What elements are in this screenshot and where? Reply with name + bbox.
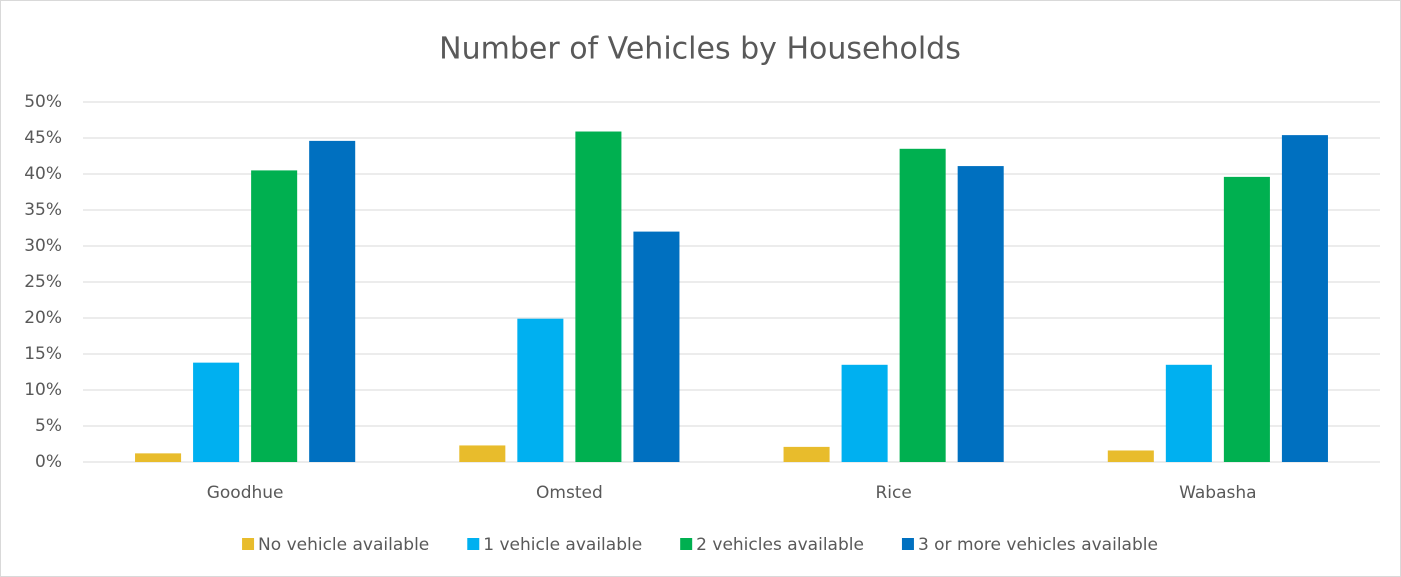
chart-title: Number of Vehicles by Households bbox=[439, 32, 961, 67]
bar bbox=[459, 445, 506, 462]
bar bbox=[783, 446, 830, 462]
legend-label: 1 vehicle available bbox=[483, 535, 642, 555]
bar bbox=[135, 453, 182, 462]
legend-swatch bbox=[467, 538, 480, 550]
x-tick-label: Omsted bbox=[536, 483, 603, 503]
legend-swatch bbox=[680, 538, 693, 550]
bar bbox=[841, 364, 888, 462]
x-tick-label: Rice bbox=[875, 483, 911, 503]
legend-label: 3 or more vehicles available bbox=[918, 535, 1158, 555]
y-tick-label: 0% bbox=[35, 452, 62, 472]
bar bbox=[957, 166, 1004, 462]
y-tick-label: 5% bbox=[35, 416, 62, 436]
bar bbox=[575, 131, 622, 462]
legend-swatch bbox=[901, 538, 914, 550]
y-tick-label: 30% bbox=[24, 236, 62, 256]
legend-label: No vehicle available bbox=[258, 535, 429, 555]
bar bbox=[1107, 450, 1154, 462]
x-tick-label: Goodhue bbox=[207, 483, 284, 503]
bar bbox=[633, 231, 680, 462]
legend-swatch bbox=[242, 538, 255, 550]
y-tick-label: 45% bbox=[24, 128, 62, 148]
y-tick-label: 35% bbox=[24, 200, 62, 220]
y-tick-label: 20% bbox=[24, 308, 62, 328]
bar bbox=[309, 140, 356, 462]
bar bbox=[1223, 176, 1270, 462]
bar bbox=[899, 148, 946, 463]
y-tick-label: 25% bbox=[24, 272, 62, 292]
legend-label: 2 vehicles available bbox=[696, 535, 864, 555]
bar bbox=[251, 170, 298, 462]
y-tick-label: 50% bbox=[24, 92, 62, 112]
y-tick-label: 40% bbox=[24, 164, 62, 184]
bar bbox=[1165, 364, 1212, 462]
y-tick-label: 10% bbox=[24, 380, 62, 400]
y-tick-label: 15% bbox=[24, 344, 62, 364]
bar bbox=[517, 318, 564, 462]
bar bbox=[1281, 135, 1328, 462]
bar bbox=[193, 362, 240, 462]
x-tick-label: Wabasha bbox=[1179, 483, 1256, 503]
